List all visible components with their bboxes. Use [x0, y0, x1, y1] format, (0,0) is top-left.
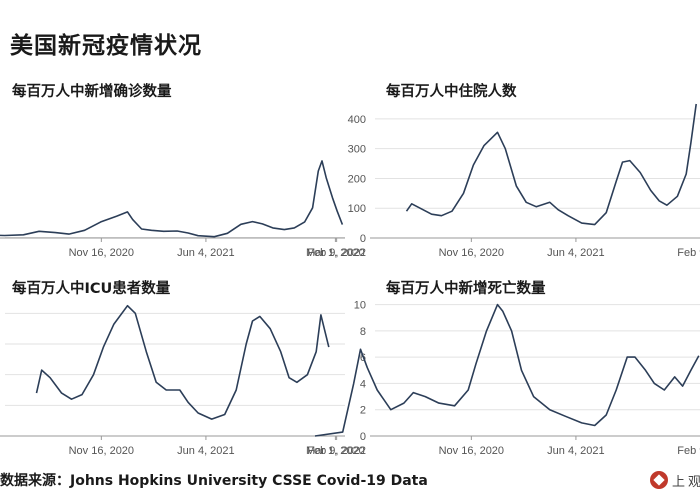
y-tick-hospital: 200 [348, 173, 366, 185]
y-tick-deaths: 10 [354, 300, 366, 312]
data-source-footer: 数据来源：Johns Hopkins University CSSE Covid… [0, 473, 428, 489]
x-tick-deaths: Jun 4, 2021 [547, 445, 605, 457]
chart-hospital: 0 100 200 300 400 Mar 1, 2020 Nov 16, 2020 Jun … [306, 103, 700, 259]
x-tick-icu: Feb 9, 2022 [307, 445, 366, 457]
y-tick-hospital: 300 [348, 144, 366, 156]
logo-mark-icon [650, 471, 668, 489]
shanguan-logo: 上观 [646, 468, 700, 500]
x-tick-hospital: Mar 1, 2020 [306, 247, 365, 259]
y-tick-hospital: 400 [348, 114, 366, 126]
x-tick-cases: Nov 16, 2020 [69, 247, 134, 259]
chart-title-icu: 每百万人中ICU患者数量 [12, 281, 171, 297]
x-tick-cases: Feb 9, 2022 [307, 247, 366, 259]
y-tick-hospital: 0 [360, 233, 366, 245]
chart-title-hospital: 每百万人中住院人数 [386, 84, 517, 100]
page-title: 美国新冠疫情状况 [10, 33, 202, 59]
x-tick-deaths: Nov 16, 2020 [439, 445, 504, 457]
x-tick-deaths: Mar 1, 2020 [306, 445, 365, 457]
series-line-hospital [405, 103, 697, 226]
x-tick-icu: Nov 16, 2020 [69, 445, 134, 457]
chart-title-deaths: 每百万人中新增死亡数量 [386, 281, 546, 297]
x-tick-hospital: Nov 16, 2020 [439, 247, 504, 259]
x-tick-cases: Jun 4, 2021 [177, 247, 235, 259]
x-tick-hospital: Feb 9, 2022 [677, 247, 700, 259]
x-tick-deaths: Feb 9, 2022 [677, 445, 700, 457]
y-tick-deaths: 8 [360, 326, 366, 338]
y-tick-hospital: 100 [348, 203, 366, 215]
y-tick-deaths: 4 [360, 378, 366, 390]
x-tick-hospital: Jun 4, 2021 [547, 247, 605, 259]
chart-title-cases: 每百万人中新增确诊数量 [12, 84, 172, 100]
y-tick-deaths: 0 [360, 431, 366, 443]
series-line-cases [0, 160, 344, 238]
x-tick-icu: Jun 4, 2021 [177, 445, 235, 457]
series-line-icu [35, 304, 330, 420]
y-tick-deaths: 2 [360, 405, 366, 417]
series-line-deaths [314, 303, 700, 437]
logo-text: 上观 [672, 475, 700, 490]
